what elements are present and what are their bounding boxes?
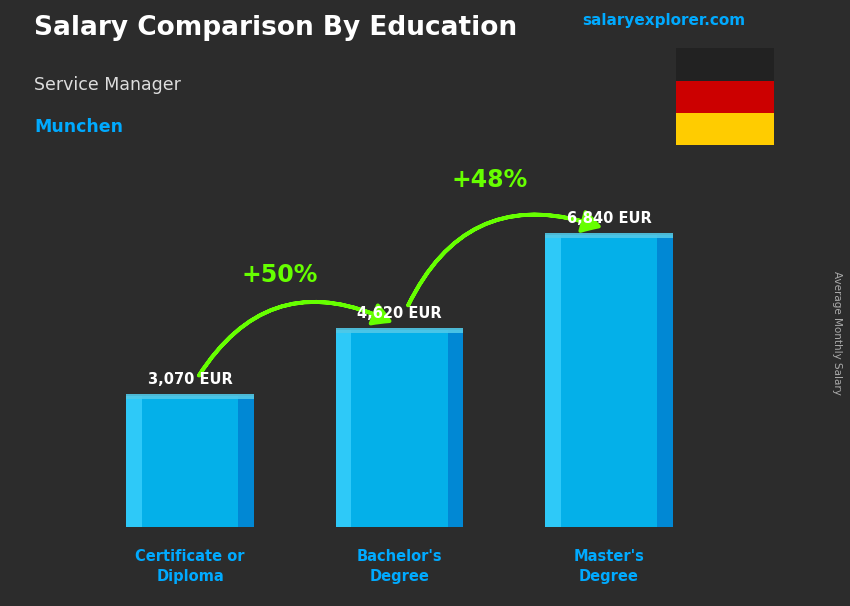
Bar <box>676 81 774 113</box>
Bar <box>336 328 463 333</box>
Bar <box>546 235 672 527</box>
Bar <box>676 48 774 81</box>
FancyArrowPatch shape <box>199 302 389 375</box>
Text: Salary Comparison By Education: Salary Comparison By Education <box>34 15 517 41</box>
Text: Bachelor's
Degree: Bachelor's Degree <box>357 549 442 584</box>
Bar <box>448 330 463 527</box>
Text: Master's
Degree: Master's Degree <box>574 549 644 584</box>
Bar <box>127 395 253 399</box>
Text: 4,620 EUR: 4,620 EUR <box>357 305 442 321</box>
Bar <box>336 330 463 527</box>
Text: +50%: +50% <box>241 263 318 287</box>
FancyArrowPatch shape <box>408 212 599 305</box>
Bar <box>657 235 672 527</box>
Text: Certificate or
Diploma: Certificate or Diploma <box>135 549 245 584</box>
Bar <box>238 396 253 527</box>
Bar <box>546 233 672 238</box>
Bar <box>127 396 142 527</box>
Bar <box>336 330 351 527</box>
Text: Average Monthly Salary: Average Monthly Salary <box>832 271 842 395</box>
Bar <box>546 235 561 527</box>
Text: Munchen: Munchen <box>34 118 123 136</box>
Text: +48%: +48% <box>451 168 527 192</box>
Text: 3,070 EUR: 3,070 EUR <box>148 372 232 387</box>
Text: Service Manager: Service Manager <box>34 76 181 94</box>
Bar <box>127 396 253 527</box>
Text: 6,840 EUR: 6,840 EUR <box>567 210 651 225</box>
Text: salaryexplorer.com: salaryexplorer.com <box>582 13 745 28</box>
Bar <box>676 113 774 145</box>
